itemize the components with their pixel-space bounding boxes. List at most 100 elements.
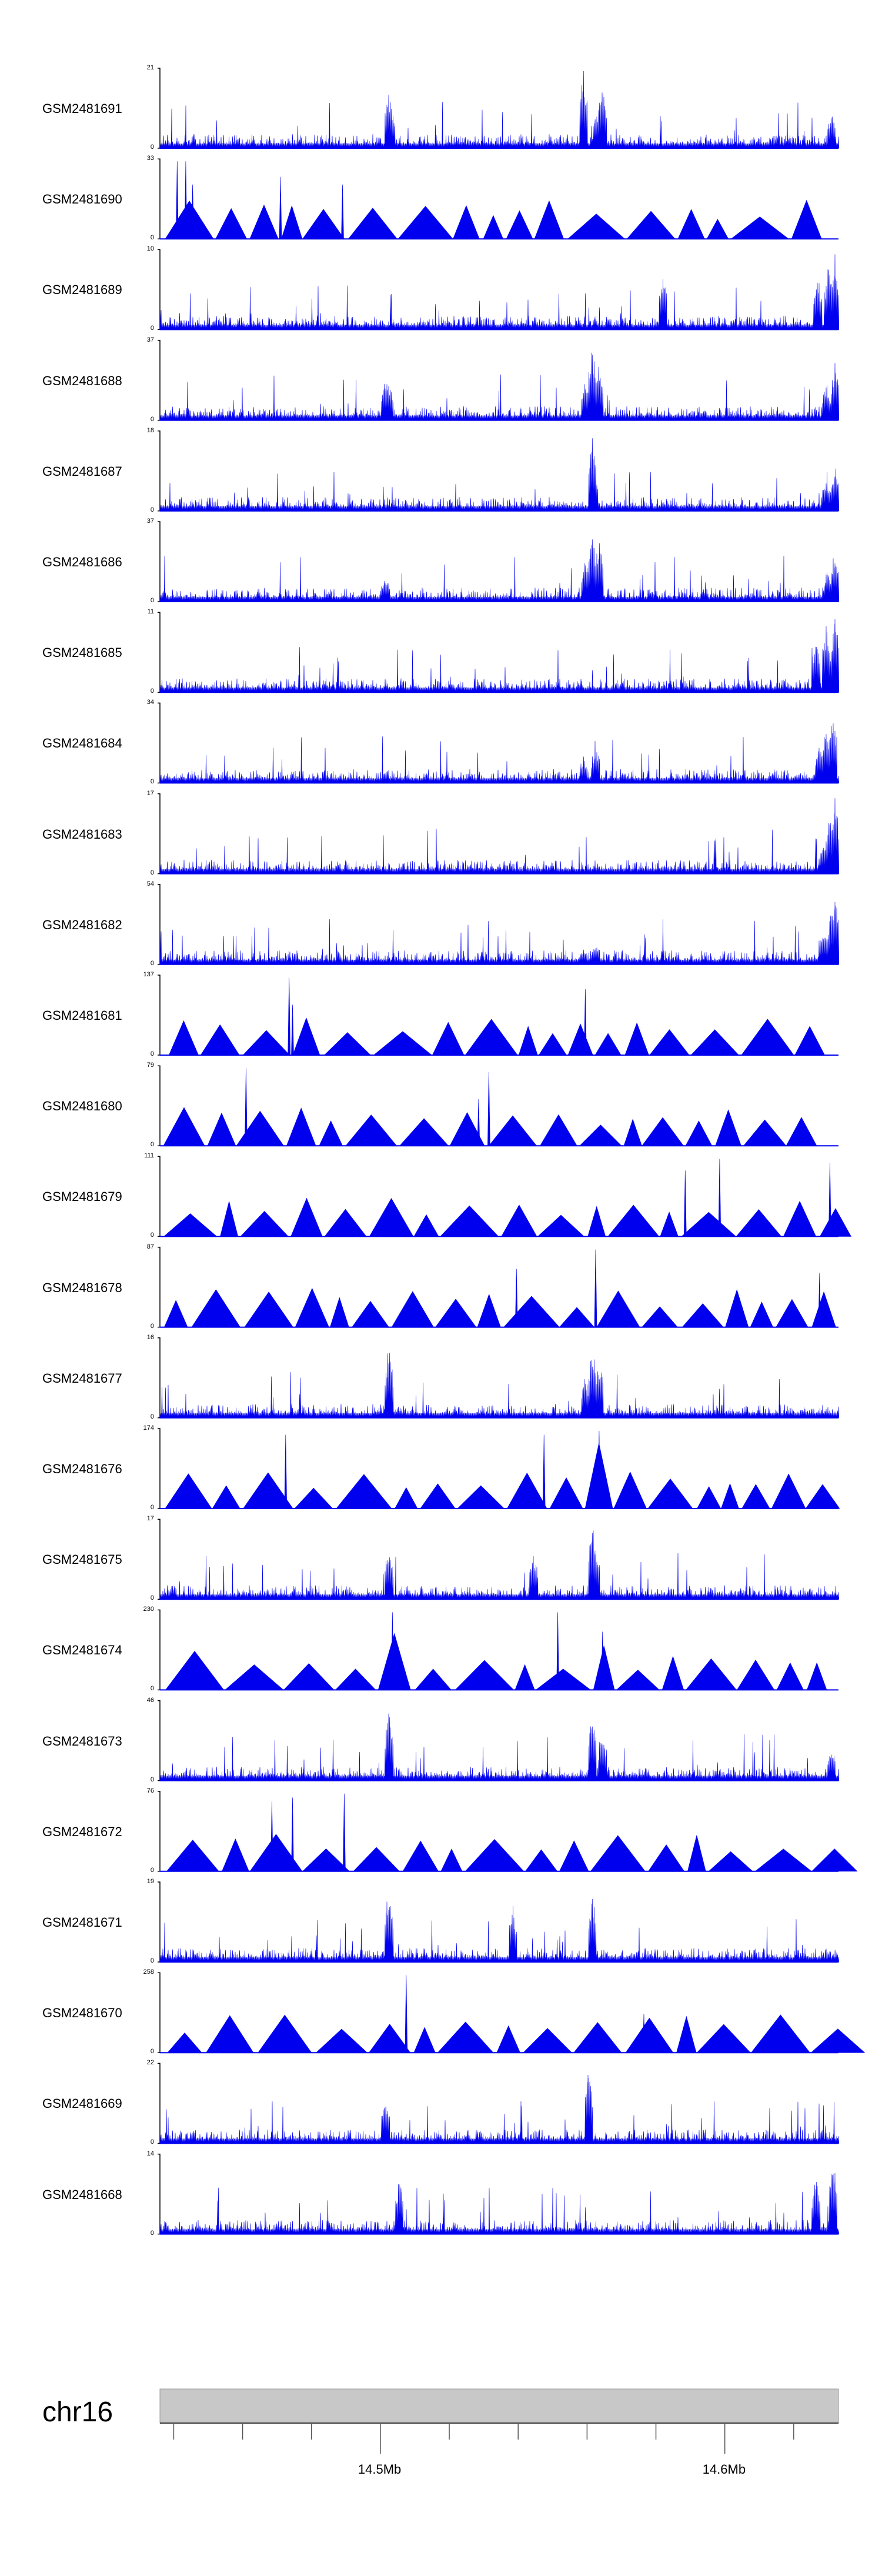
track-ymax-gsm2481675: 17 (146, 1515, 154, 1523)
track-ymin-gsm2481668: 0 (150, 2229, 154, 2237)
track-layer (158, 68, 866, 2235)
track-gsm2481686 (158, 521, 840, 602)
signal-gsm2481690 (160, 161, 838, 239)
track-axis-gsm2481673 (158, 1700, 161, 1781)
track-gsm2481681 (158, 975, 838, 1056)
track-axis-gsm2481671 (158, 1881, 161, 1963)
signal-gsm2481668 (159, 2173, 840, 2234)
track-axis-gsm2481686 (158, 521, 161, 602)
signal-gsm2481689 (159, 254, 840, 330)
signal-gsm2481684 (159, 723, 840, 783)
track-axis-gsm2481674 (158, 1609, 161, 1691)
signal-gsm2481673 (159, 1713, 840, 1781)
track-label-gsm2481679: GSM2481679 (42, 1189, 122, 1204)
signal-gsm2481677 (159, 1353, 840, 1419)
track-gsm2481691 (158, 68, 840, 149)
track-axis-gsm2481689 (158, 249, 161, 331)
track-ymin-gsm2481690: 0 (150, 234, 154, 242)
track-label-gsm2481668: GSM2481668 (42, 2187, 122, 2202)
track-label-gsm2481682: GSM2481682 (42, 917, 122, 932)
signal-gsm2481687 (159, 438, 840, 512)
track-ymax-gsm2481691: 21 (146, 64, 154, 71)
track-ymin-gsm2481684: 0 (150, 778, 154, 786)
signal-gsm2481675 (159, 1530, 840, 1600)
track-ymin-gsm2481673: 0 (150, 1776, 154, 1783)
track-ymin-gsm2481669: 0 (150, 2138, 154, 2146)
track-axis-gsm2481676 (158, 1428, 161, 1509)
track-gsm2481690 (158, 158, 838, 240)
track-ymax-gsm2481669: 22 (146, 2059, 154, 2067)
track-axis-gsm2481675 (158, 1519, 161, 1600)
track-gsm2481685 (158, 612, 840, 693)
track-ymax-gsm2481679: 111 (144, 1152, 154, 1160)
signal-gsm2481683 (159, 798, 840, 874)
signal-gsm2481682 (159, 902, 840, 965)
track-axis-gsm2481678 (158, 1246, 161, 1328)
track-axis-gsm2481687 (158, 431, 161, 512)
track-gsm2481674 (158, 1609, 838, 1691)
track-gsm2481678 (158, 1246, 838, 1328)
track-ymin-gsm2481674: 0 (150, 1685, 154, 1693)
signal-gsm2481679 (160, 1159, 852, 1237)
track-ymin-gsm2481671: 0 (150, 1957, 154, 1964)
track-label-gsm2481685: GSM2481685 (42, 645, 122, 660)
track-ymin-gsm2481677: 0 (150, 1413, 154, 1420)
track-ymin-gsm2481685: 0 (150, 688, 154, 695)
track-axis-gsm2481672 (158, 1791, 161, 1872)
track-ymin-gsm2481672: 0 (150, 1866, 154, 1874)
signal-gsm2481669 (159, 2074, 840, 2144)
signal-gsm2481670 (160, 1975, 866, 2053)
track-ymin-gsm2481680: 0 (150, 1141, 154, 1149)
track-label-gsm2481676: GSM2481676 (42, 1461, 122, 1476)
track-axis-gsm2481682 (158, 884, 161, 965)
track-ymax-gsm2481674: 230 (143, 1606, 154, 1613)
track-axis-gsm2481670 (158, 1972, 161, 2053)
track-label-gsm2481681: GSM2481681 (42, 1008, 122, 1023)
track-label-gsm2481684: GSM2481684 (42, 736, 122, 751)
track-ymax-gsm2481670: 258 (143, 1968, 154, 1976)
track-gsm2481673 (158, 1700, 840, 1781)
track-ymin-gsm2481683: 0 (150, 869, 154, 876)
track-ymax-gsm2481688: 37 (146, 336, 154, 343)
track-ymax-gsm2481689: 10 (146, 245, 154, 253)
signal-gsm2481680 (160, 1068, 838, 1146)
signal-gsm2481671 (159, 1898, 840, 1963)
track-gsm2481676 (158, 1428, 840, 1509)
track-axis-gsm2481668 (158, 2153, 161, 2235)
signal-gsm2481672 (160, 1793, 858, 1872)
signal-gsm2481674 (160, 1612, 838, 1690)
track-ymax-gsm2481678: 87 (146, 1243, 154, 1250)
signal-gsm2481691 (159, 71, 840, 149)
track-ymax-gsm2481685: 11 (147, 608, 154, 616)
track-label-gsm2481673: GSM2481673 (42, 1733, 122, 1749)
track-ymin-gsm2481681: 0 (150, 1050, 154, 1057)
track-label-gsm2481687: GSM2481687 (42, 463, 122, 479)
track-ymax-gsm2481668: 14 (146, 2150, 154, 2157)
track-ymax-gsm2481680: 79 (146, 1062, 154, 1069)
track-label-gsm2481688: GSM2481688 (42, 373, 122, 388)
track-ymax-gsm2481682: 54 (146, 880, 154, 887)
track-ymin-gsm2481687: 0 (150, 506, 154, 513)
track-axis-gsm2481680 (158, 1065, 161, 1146)
track-gsm2481672 (158, 1791, 858, 1872)
track-ymin-gsm2481679: 0 (150, 1232, 154, 1239)
track-gsm2481687 (158, 431, 840, 512)
track-ymin-gsm2481686: 0 (150, 597, 154, 604)
track-ymax-gsm2481681: 137 (143, 971, 154, 978)
track-gsm2481689 (158, 249, 840, 331)
track-gsm2481680 (158, 1065, 838, 1147)
track-gsm2481668 (158, 2153, 840, 2235)
track-label-gsm2481677: GSM2481677 (42, 1370, 122, 1386)
track-label-gsm2481680: GSM2481680 (42, 1099, 122, 1114)
track-gsm2481683 (158, 793, 840, 875)
track-axis-gsm2481685 (158, 612, 161, 693)
track-ymax-gsm2481686: 37 (146, 518, 154, 525)
track-ymax-gsm2481671: 19 (146, 1878, 154, 1885)
track-gsm2481677 (158, 1337, 840, 1419)
track-ymax-gsm2481676: 174 (143, 1424, 154, 1432)
track-ymin-gsm2481688: 0 (150, 415, 154, 423)
track-ymin-gsm2481689: 0 (150, 325, 154, 332)
track-label-gsm2481691: GSM2481691 (42, 101, 122, 116)
chromosome-band (159, 2388, 839, 2424)
signal-gsm2481678 (160, 1249, 838, 1327)
